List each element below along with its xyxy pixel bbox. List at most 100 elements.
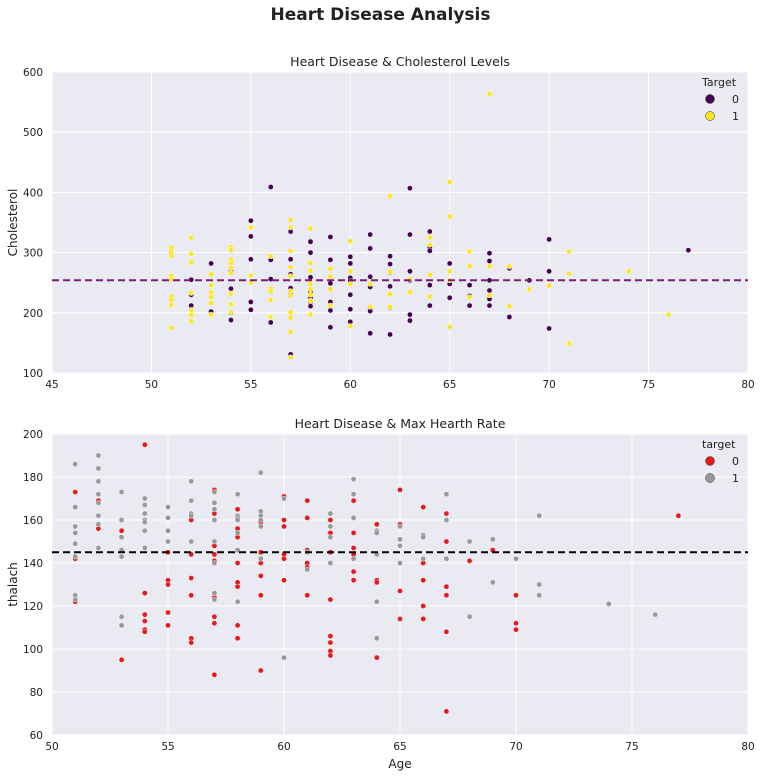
data-point (407, 231, 413, 238)
data-point (188, 307, 194, 314)
y-tick-label: 80 (30, 687, 43, 699)
data-point (486, 302, 493, 309)
data-point (327, 517, 334, 523)
data-point (420, 577, 427, 584)
data-point (188, 234, 194, 241)
data-point (248, 233, 254, 240)
data-point (228, 285, 234, 292)
x-tick-label: 50 (145, 379, 158, 391)
data-point (546, 282, 552, 289)
data-point (685, 247, 692, 253)
data-point (420, 504, 427, 510)
data-point (327, 510, 334, 517)
data-point (420, 616, 427, 622)
legend-marker (705, 111, 715, 121)
data-point (72, 596, 78, 603)
y-tick-label: 600 (23, 67, 43, 79)
data-point (665, 311, 672, 318)
x-tick-label: 70 (509, 741, 522, 753)
x-tick-label: 45 (45, 379, 58, 391)
data-point (118, 534, 125, 541)
data-point (387, 261, 393, 267)
x-tick-label: 80 (741, 741, 754, 753)
data-point (141, 545, 148, 551)
data-point (367, 245, 373, 252)
data-point (257, 592, 264, 599)
data-point (188, 512, 194, 519)
data-point (367, 303, 373, 310)
series-1 (72, 452, 659, 661)
data-point (248, 272, 254, 279)
data-point (188, 639, 194, 646)
data-point (234, 547, 241, 553)
data-point (211, 551, 218, 558)
data-point (248, 217, 254, 224)
data-point (486, 292, 493, 299)
data-point (267, 319, 274, 326)
data-point (267, 184, 274, 190)
data-point (141, 519, 148, 525)
figure-title: Heart Disease Analysis (270, 5, 491, 25)
data-point (397, 560, 403, 566)
data-point (536, 512, 543, 519)
data-point (211, 517, 218, 523)
data-point (304, 515, 311, 521)
data-point (350, 530, 357, 536)
data-point (446, 268, 453, 275)
data-point (427, 282, 433, 288)
data-point (267, 288, 274, 294)
data-point (165, 504, 171, 510)
data-point (234, 491, 241, 498)
data-point (141, 590, 148, 596)
data-point (248, 299, 254, 305)
data-point (347, 323, 354, 329)
data-point (188, 318, 194, 325)
data-point (513, 620, 519, 627)
data-point (397, 523, 403, 530)
data-point (420, 534, 427, 541)
y-tick-label: 400 (23, 187, 43, 199)
data-point (281, 654, 287, 661)
data-point (675, 512, 682, 519)
data-point (234, 560, 241, 566)
data-point (165, 609, 171, 616)
data-point (72, 461, 78, 467)
data-point (367, 231, 373, 238)
data-point (211, 620, 218, 627)
data-point (506, 314, 513, 320)
data-point (327, 523, 334, 530)
data-point (118, 656, 125, 663)
data-point (141, 618, 148, 624)
data-point (489, 536, 496, 543)
data-point (141, 527, 148, 534)
data-point (443, 629, 450, 635)
data-point (307, 297, 314, 304)
x-tick-label: 55 (161, 741, 174, 753)
data-point (397, 543, 403, 549)
data-point (397, 588, 403, 594)
data-point (287, 309, 294, 315)
data-point (347, 260, 354, 267)
data-point (287, 273, 294, 279)
data-point (118, 553, 125, 560)
data-point (443, 555, 450, 562)
data-point (307, 274, 314, 281)
data-point (307, 238, 314, 245)
data-point (208, 300, 214, 306)
data-point (118, 517, 125, 523)
data-point (350, 555, 357, 562)
data-point (168, 276, 175, 282)
data-point (211, 672, 218, 678)
data-point (327, 266, 334, 272)
data-point (307, 291, 314, 298)
data-point (466, 302, 473, 309)
y-tick-label: 100 (23, 644, 43, 656)
x-tick-label: 70 (542, 379, 555, 391)
data-point (526, 286, 533, 293)
legend-label: 0 (732, 455, 739, 468)
data-point (95, 521, 102, 528)
data-point (95, 478, 102, 485)
data-point (466, 248, 473, 255)
data-point (208, 271, 214, 278)
data-point (566, 248, 572, 255)
